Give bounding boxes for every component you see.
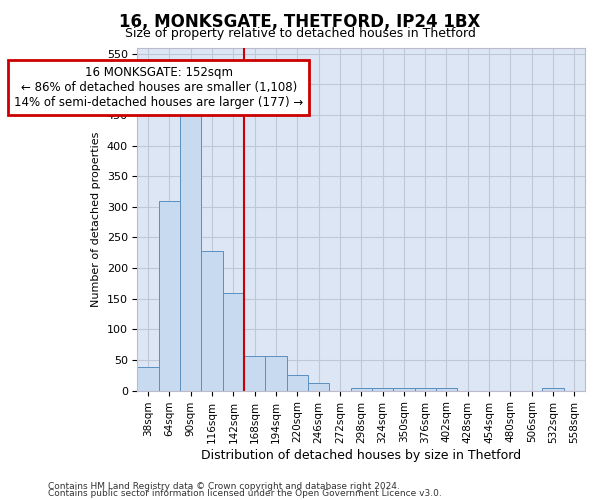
- X-axis label: Distribution of detached houses by size in Thetford: Distribution of detached houses by size …: [201, 450, 521, 462]
- Bar: [202, 251, 223, 390]
- Y-axis label: Number of detached properties: Number of detached properties: [91, 132, 101, 307]
- Bar: [287, 376, 308, 390]
- Bar: [542, 388, 563, 390]
- Bar: [393, 388, 415, 390]
- Bar: [137, 368, 159, 390]
- Text: Size of property relative to detached houses in Thetford: Size of property relative to detached ho…: [125, 28, 475, 40]
- Bar: [415, 388, 436, 390]
- Bar: [265, 356, 287, 390]
- Text: 16, MONKSGATE, THETFORD, IP24 1BX: 16, MONKSGATE, THETFORD, IP24 1BX: [119, 12, 481, 30]
- Text: Contains public sector information licensed under the Open Government Licence v3: Contains public sector information licen…: [48, 489, 442, 498]
- Bar: [244, 356, 265, 390]
- Bar: [350, 388, 372, 390]
- Bar: [180, 110, 202, 390]
- Bar: [372, 388, 393, 390]
- Bar: [308, 384, 329, 390]
- Bar: [223, 292, 244, 390]
- Text: Contains HM Land Registry data © Crown copyright and database right 2024.: Contains HM Land Registry data © Crown c…: [48, 482, 400, 491]
- Text: 16 MONKSGATE: 152sqm
← 86% of detached houses are smaller (1,108)
14% of semi-de: 16 MONKSGATE: 152sqm ← 86% of detached h…: [14, 66, 304, 109]
- Bar: [436, 388, 457, 390]
- Bar: [159, 200, 180, 390]
